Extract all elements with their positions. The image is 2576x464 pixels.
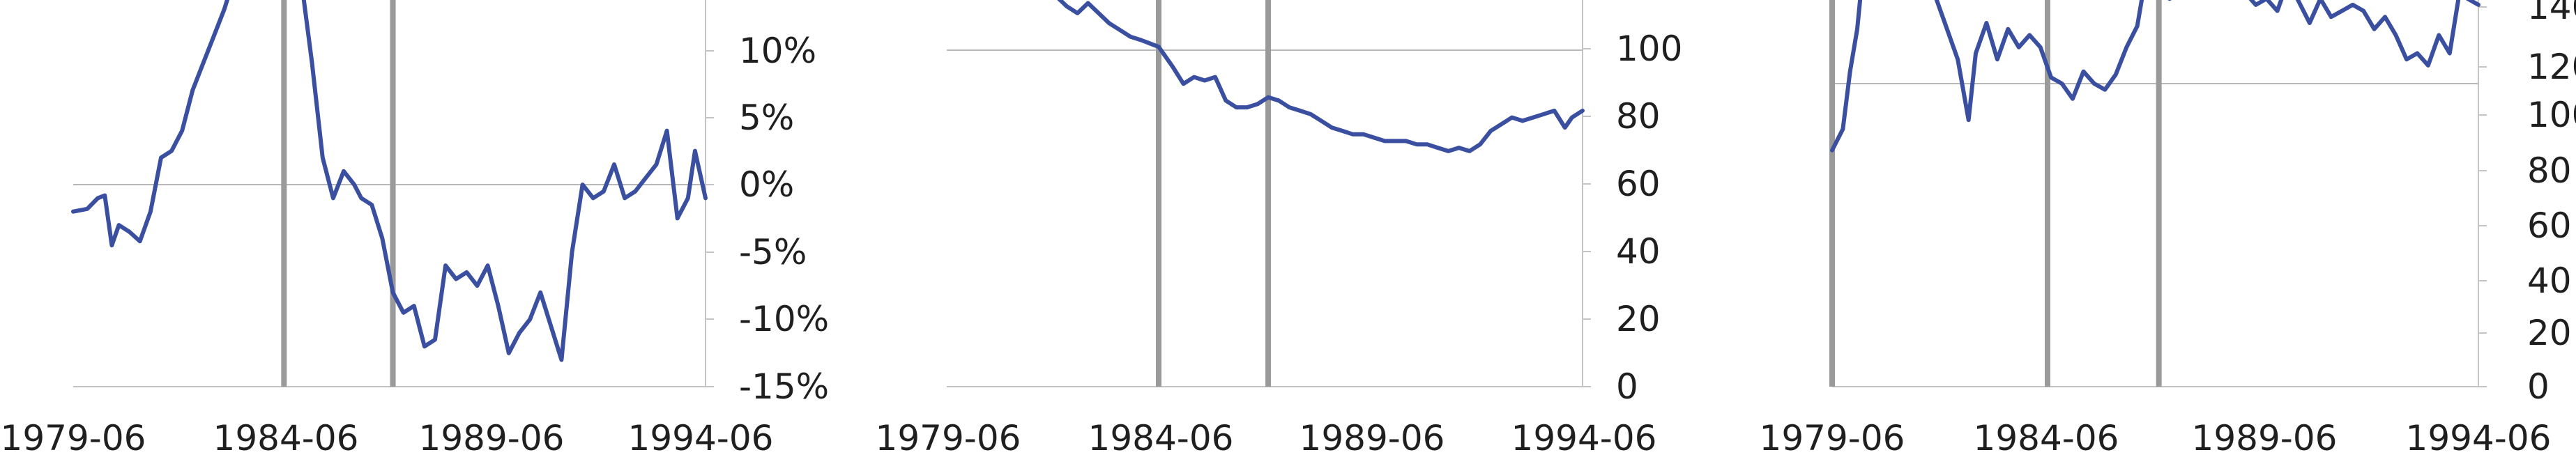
x-tick-label: 1994-06 — [2406, 418, 2552, 458]
x-tick-label: 1979-06 — [1760, 418, 1905, 458]
x-tick-label: 1989-06 — [419, 418, 565, 458]
chart-panel-1: 10% 5% 0% -5% -10% -15% 1979-06 1984-06 1989-06 1… — [1, 0, 829, 458]
y-tick-label: 100 — [1616, 29, 1682, 69]
x-tick-label: 1989-06 — [2192, 418, 2338, 458]
series-line — [71, 0, 708, 362]
y-tick-label: 20 — [2527, 313, 2572, 353]
y-tick-label: -5% — [739, 232, 807, 272]
y-tick-label: 0% — [739, 164, 794, 205]
chart-panel-3: 140 120 100 80 60 40 20 0 1979-06 1984-06 1989-06 1… — [1760, 0, 2576, 458]
x-tick-label: 1984-06 — [213, 418, 359, 458]
y-tick-label: 40 — [2527, 261, 2572, 301]
y-tick-label: 60 — [1616, 164, 1661, 204]
y-tick-label: 0 — [1616, 366, 1638, 407]
y-tick-label: 140 — [2527, 0, 2576, 27]
series-line — [1830, 0, 2480, 153]
y-tick-label: 100 — [2527, 95, 2576, 135]
chart-panel-2: 100 80 60 40 20 0 1979-06 1984-06 1989-06 1994-06 — [876, 0, 1682, 458]
x-tick-label: 1979-06 — [1, 418, 146, 458]
x-tick-label: 1984-06 — [1088, 418, 1234, 458]
y-tick-label: -15% — [739, 366, 829, 407]
x-tick-label: 1994-06 — [628, 418, 774, 458]
y-tick-label: 0 — [2527, 366, 2550, 407]
y-tick-label: 120 — [2527, 47, 2576, 87]
y-tick-label: 5% — [739, 98, 794, 138]
y-tick-label: 20 — [1616, 299, 1661, 339]
x-tick-label: 1979-06 — [876, 418, 1021, 458]
x-tick-label: 1989-06 — [1300, 418, 1445, 458]
x-tick-label: 1984-06 — [1974, 418, 2119, 458]
y-tick-label: 40 — [1616, 231, 1661, 272]
x-tick-label: 1994-06 — [1511, 418, 1657, 458]
y-tick-label: 60 — [2527, 206, 2572, 246]
y-tick-label: 80 — [2527, 150, 2572, 191]
y-tick-label: -10% — [739, 299, 829, 339]
y-tick-label: 10% — [739, 31, 816, 71]
y-tick-label: 80 — [1616, 96, 1661, 137]
series-line — [1057, 0, 1585, 153]
